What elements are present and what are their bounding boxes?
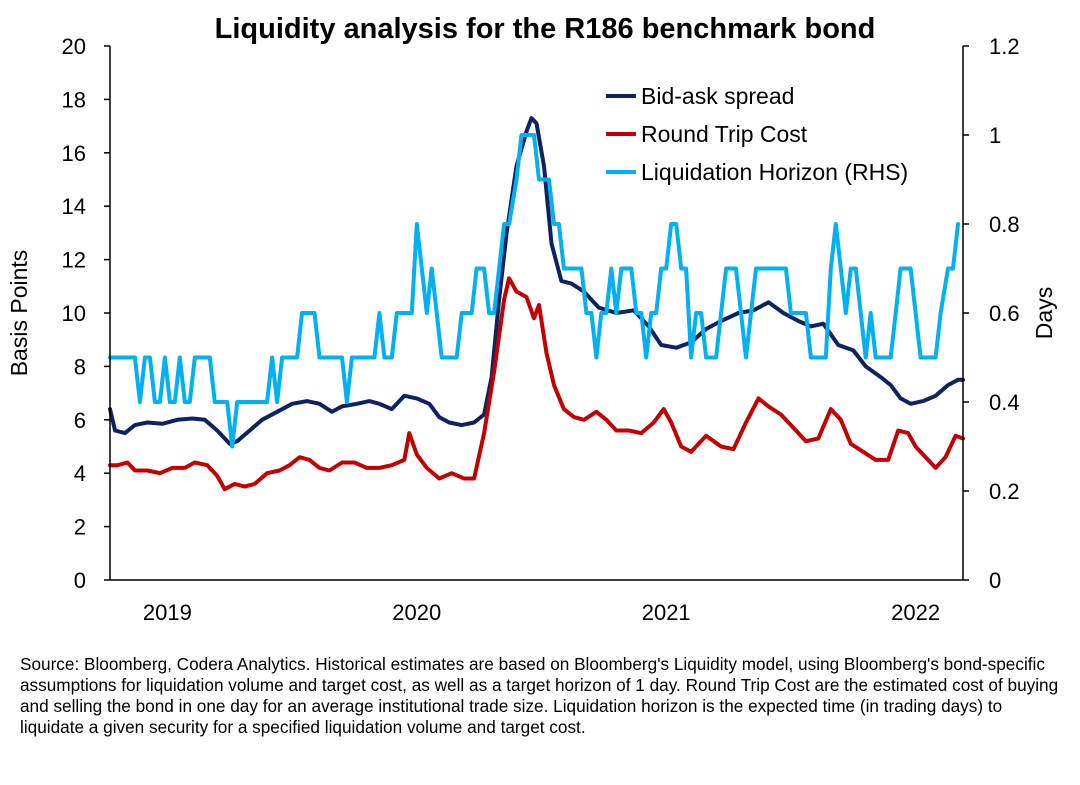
left-tick-label: 20 [62, 34, 86, 59]
chart-title: Liquidity analysis for the R186 benchmar… [215, 13, 876, 45]
left-tick-label: 6 [74, 408, 86, 433]
left-tick-label: 18 [62, 87, 86, 112]
left-tick-label: 16 [62, 141, 86, 166]
x-tick-label: 2022 [891, 600, 940, 625]
source-note: Source: Bloomberg, Codera Analytics. His… [20, 654, 1059, 737]
x-tick-label: 2020 [392, 600, 441, 625]
right-tick-label: 1.2 [989, 34, 1020, 59]
legend: Bid-ask spread Round Trip Cost Liquidation… [606, 83, 908, 185]
series-lines [108, 116, 965, 492]
right-tick-label: 0.6 [989, 301, 1020, 326]
left-axis-ticks: 0 2 4 6 8 10 12 14 16 18 20 [62, 34, 110, 593]
series-line-2 [108, 133, 960, 449]
legend-label-1: Round Trip Cost [641, 121, 808, 147]
legend-label-2: Liquidation Horizon (RHS) [641, 159, 908, 185]
x-tick-label: 2021 [642, 600, 691, 625]
right-tick-label: 1 [989, 123, 1001, 148]
legend-label-0: Bid-ask spread [641, 83, 794, 109]
right-axis-title: Days [1031, 287, 1057, 339]
left-axis-title: Basis Points [6, 250, 32, 377]
left-tick-label: 14 [62, 194, 86, 219]
left-tick-label: 4 [74, 461, 86, 486]
right-tick-label: 0.8 [989, 212, 1020, 237]
left-tick-label: 12 [62, 248, 86, 273]
x-tick-label: 2019 [143, 600, 192, 625]
right-axis-ticks: 0 0.2 0.4 0.6 0.8 1 1.2 [963, 34, 1020, 593]
right-tick-label: 0 [989, 568, 1001, 593]
plot-area: 0 2 4 6 8 10 12 14 16 18 20 0 0.2 0.4 0.6 0.8 1 1.2 2019… [62, 34, 1020, 625]
left-tick-label: 8 [74, 354, 86, 379]
liquidity-chart: Liquidity analysis for the R186 benchmar… [6, 13, 1057, 625]
left-tick-label: 2 [74, 515, 86, 540]
x-axis-ticks: 2019 2020 2021 2022 [143, 600, 940, 625]
left-tick-label: 10 [62, 301, 86, 326]
right-tick-label: 0.2 [989, 479, 1020, 504]
right-tick-label: 0.4 [989, 390, 1020, 415]
series-line-1 [108, 276, 965, 492]
left-tick-label: 0 [74, 568, 86, 593]
